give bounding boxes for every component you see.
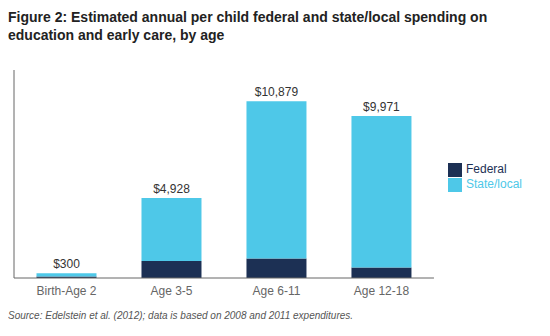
html-text:Federal: Federal <box>466 162 507 177</box>
html-text:State/local: State/local <box>466 177 522 191</box>
svg-text:$4,928: $4,928 <box>153 182 190 196</box>
svg-text:$300: $300 <box>53 257 80 271</box>
html-text:Figure 2: Estimated annual per: Figure 2: Estimated annual per child fed… <box>8 9 488 43</box>
html-text:Source: Edelstein et al. (2012: Source: Edelstein et al. (2012); data is… <box>8 310 354 321</box>
svg-text:Age 3-5: Age 3-5 <box>150 284 192 298</box>
svg-text:$10,879: $10,879 <box>255 85 299 99</box>
svg-text:Age 6-11: Age 6-11 <box>253 284 301 298</box>
svg-text:Age 12-18: Age 12-18 <box>354 284 410 298</box>
svg-text:Birth-Age 2: Birth-Age 2 <box>36 284 96 298</box>
svg-text:$9,971: $9,971 <box>363 100 400 114</box>
